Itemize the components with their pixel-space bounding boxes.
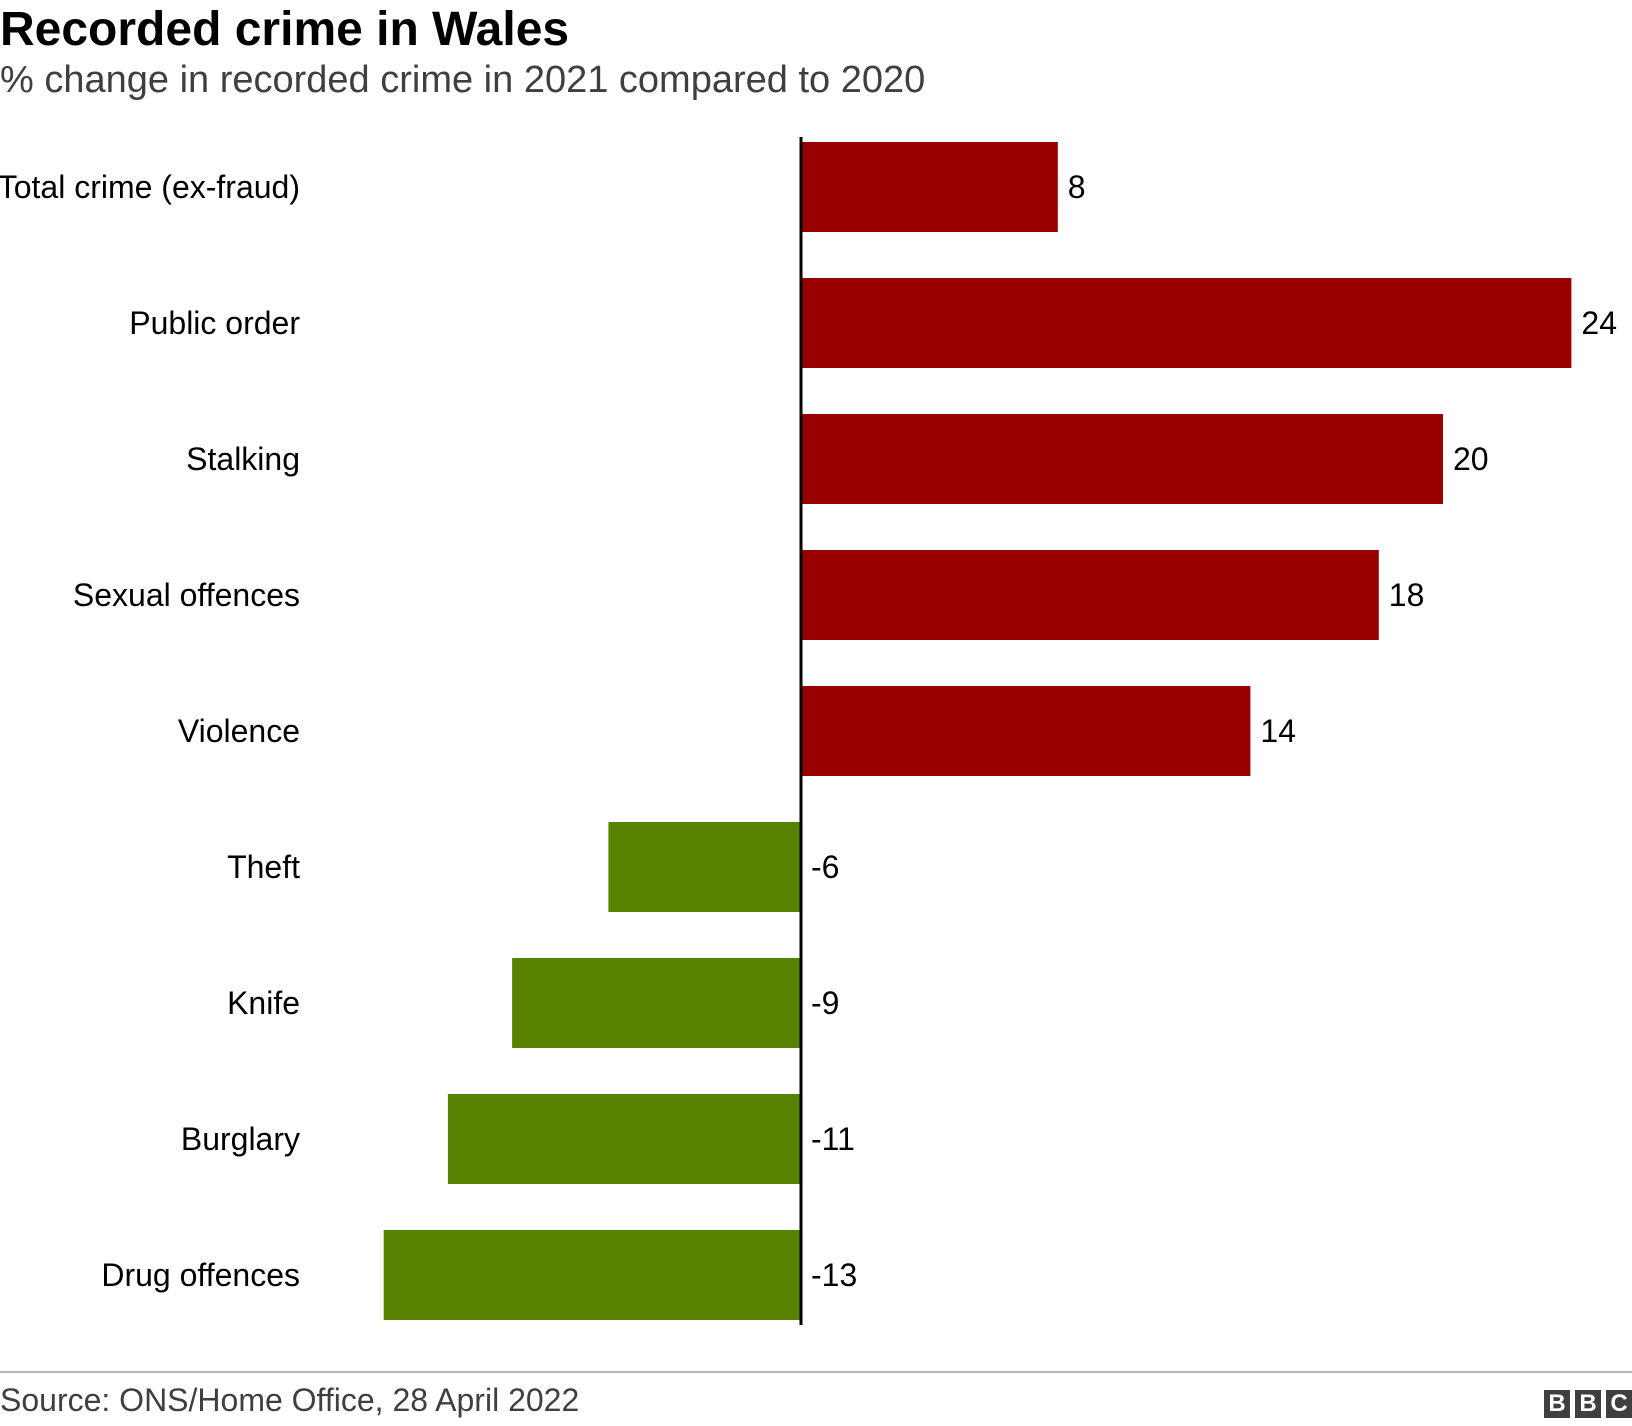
footer-divider (0, 1371, 1632, 1373)
bar (608, 822, 801, 912)
data-label: -9 (811, 985, 839, 1021)
data-label: 24 (1581, 305, 1617, 341)
category-label: Total crime (ex-fraud) (0, 169, 300, 205)
chart-subtitle: % change in recorded crime in 2021 compa… (0, 59, 926, 101)
category-label: Violence (178, 713, 300, 749)
data-label: 18 (1389, 577, 1425, 613)
category-label: Public order (129, 305, 300, 341)
bbc-logo-letter: B (1544, 1390, 1570, 1418)
bar (801, 686, 1251, 776)
category-label: Stalking (186, 441, 300, 477)
bar (801, 550, 1379, 640)
source-note: Source: ONS/Home Office, 28 April 2022 (0, 1382, 580, 1418)
category-label: Theft (227, 849, 300, 885)
chart-title: Recorded crime in Wales (0, 3, 570, 56)
bar (801, 142, 1058, 232)
bbc-logo-letter: B (1575, 1390, 1601, 1418)
data-label: 20 (1453, 441, 1489, 477)
bar (447, 1094, 801, 1184)
bbc-logo: B B C (1544, 1390, 1632, 1418)
bar-chart: Total crime (ex-fraud) 8 Public order 24 Sta… (0, 137, 1617, 1325)
bbc-logo-letter: C (1606, 1390, 1632, 1418)
category-label: Sexual offences (73, 577, 300, 613)
category-label: Drug offences (101, 1257, 300, 1293)
data-label: -11 (811, 1121, 855, 1157)
data-label: -6 (811, 849, 839, 885)
data-label: 14 (1260, 713, 1296, 749)
data-label: -13 (811, 1257, 857, 1293)
data-label: 8 (1068, 169, 1086, 205)
bar (512, 958, 801, 1048)
bar (801, 414, 1443, 504)
category-label: Knife (227, 985, 300, 1021)
category-label: Burglary (181, 1121, 300, 1157)
bar (801, 278, 1572, 368)
bar (383, 1230, 801, 1320)
